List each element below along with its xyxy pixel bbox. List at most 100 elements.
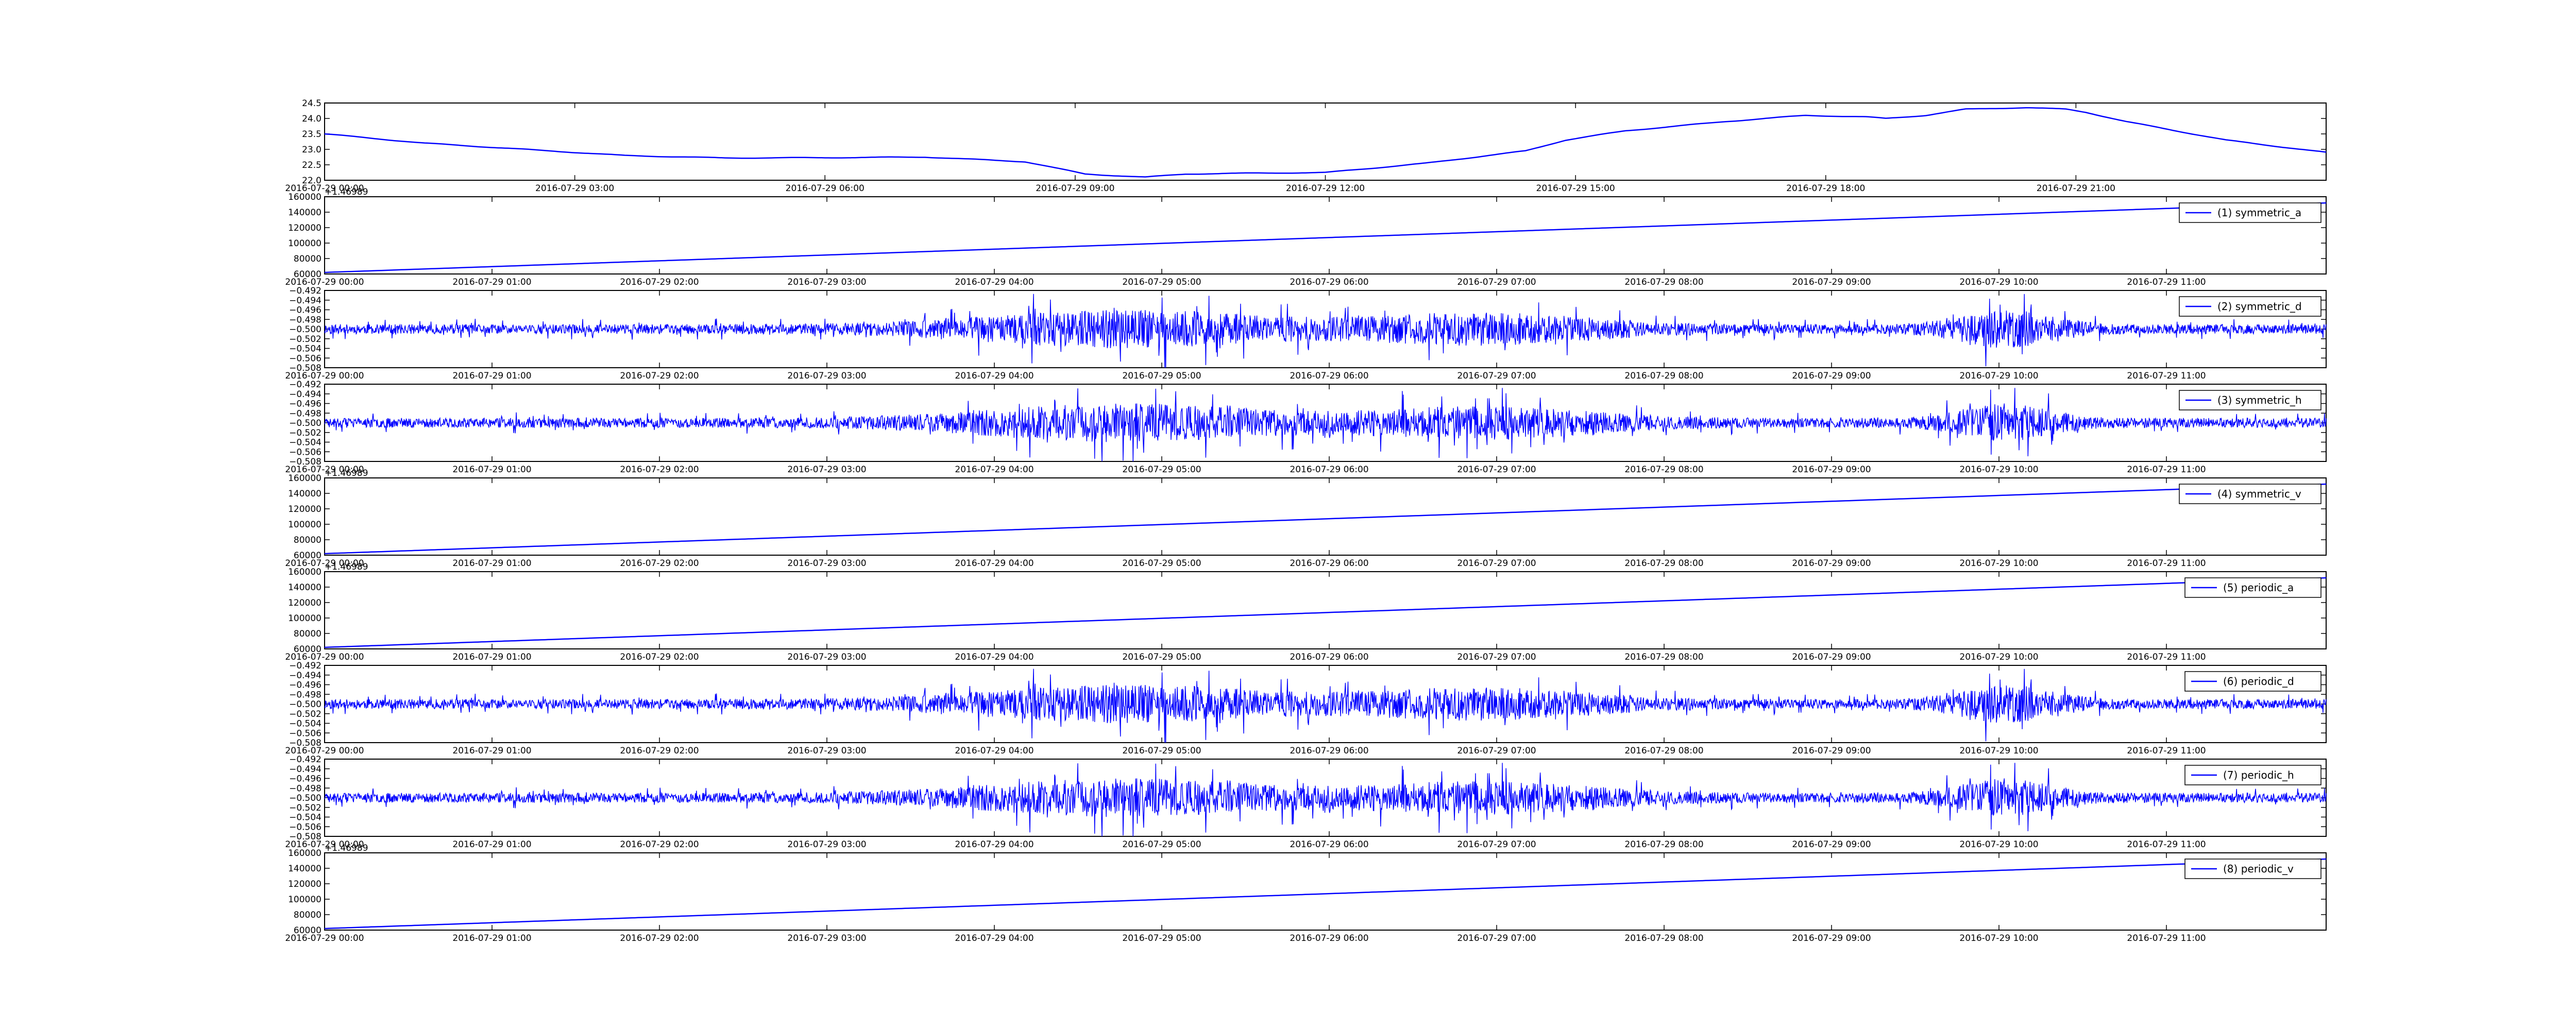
y-tick-label: 160000 [288, 848, 321, 859]
series-line [324, 668, 2327, 743]
y-tick-label: −0.508 [289, 832, 321, 842]
y-tick-label: 160000 [288, 567, 321, 577]
y-tick-label: −0.506 [289, 447, 321, 457]
y-tick-label: 24.0 [302, 114, 321, 124]
legend-label: (6) periodic_d [2223, 675, 2294, 688]
x-tick-label: 2016-07-29 09:00 [1792, 652, 1871, 662]
y-tick-label: −0.502 [289, 428, 321, 438]
x-tick-label: 2016-07-29 09:00 [1792, 371, 1871, 381]
axes-frame [324, 571, 2327, 649]
x-tick-label: 2016-07-29 08:00 [1624, 933, 1703, 943]
x-tick-label: 2016-07-29 02:00 [620, 558, 699, 569]
legend: (3) symmetric_h [2179, 390, 2321, 410]
x-tick-label: 2016-07-29 02:00 [620, 465, 699, 475]
x-tick-label: 2016-07-29 10:00 [1959, 371, 2038, 381]
x-tick-label: 2016-07-29 05:00 [1122, 465, 1201, 475]
x-tick-label: 2016-07-29 02:00 [620, 933, 699, 943]
x-tick-label: 2016-07-29 03:00 [787, 933, 866, 943]
y-tick-label: 100000 [288, 895, 321, 905]
x-tick-label: 2016-07-29 11:00 [2127, 558, 2206, 569]
x-tick-label: 2016-07-29 10:00 [1959, 652, 2038, 662]
x-tick-label: 2016-07-29 07:00 [1457, 839, 1536, 850]
axes-frame [324, 477, 2327, 556]
x-tick-label: 2016-07-29 02:00 [620, 839, 699, 850]
y-tick-label: −0.498 [289, 690, 321, 700]
x-tick-label: 2016-07-29 01:00 [452, 465, 531, 475]
legend: (2) symmetric_d [2179, 296, 2321, 317]
x-offset-text: +1.46989 [325, 187, 368, 197]
x-tick-label: 2016-07-29 06:00 [1290, 558, 1368, 569]
x-offset-text: +1.46989 [325, 843, 368, 853]
x-tick-label: 2016-07-29 07:00 [1457, 465, 1536, 475]
y-tick-label: −0.494 [289, 296, 321, 306]
y-tick-label: −0.500 [289, 324, 321, 335]
x-tick-label: 2016-07-29 06:00 [1290, 746, 1368, 756]
x-tick-label: 2016-07-29 18:00 [1786, 183, 1865, 194]
x-tick-label: 2016-07-29 04:00 [955, 465, 1033, 475]
x-tick-label: 2016-07-29 04:00 [955, 277, 1033, 287]
y-tick-label: 23.0 [302, 145, 321, 155]
y-tick-label: −0.498 [289, 315, 321, 325]
y-tick-label: −0.504 [289, 719, 321, 729]
x-tick-label: 2016-07-29 09:00 [1036, 183, 1114, 194]
y-tick-label: 22.5 [302, 160, 321, 170]
legend: (5) periodic_a [2184, 577, 2321, 598]
x-tick-label: 2016-07-29 03:00 [787, 558, 866, 569]
y-tick-label: 160000 [288, 192, 321, 202]
y-tick-label: 80000 [294, 629, 321, 639]
x-tick-label: 2016-07-29 07:00 [1457, 746, 1536, 756]
y-tick-label: 60000 [294, 644, 321, 655]
x-tick-label: 2016-07-29 01:00 [452, 933, 531, 943]
legend-label: (3) symmetric_h [2217, 394, 2302, 406]
y-tick-label: −0.500 [289, 418, 321, 428]
y-tick-label: −0.498 [289, 783, 321, 794]
y-tick-label: −0.500 [289, 793, 321, 803]
x-tick-label: 2016-07-29 10:00 [1959, 933, 2038, 943]
series-line [324, 202, 2327, 273]
y-tick-label: 100000 [288, 238, 321, 249]
x-tick-label: 2016-07-29 03:00 [787, 652, 866, 662]
y-tick-label: −0.492 [289, 380, 321, 390]
x-tick-label: 2016-07-29 05:00 [1122, 746, 1201, 756]
series-line [324, 577, 2327, 648]
legend-label: (1) symmetric_a [2217, 207, 2301, 219]
x-tick-label: 2016-07-29 03:00 [787, 371, 866, 381]
series-line [324, 858, 2327, 930]
x-tick-label: 2016-07-29 09:00 [1792, 558, 1871, 569]
legend-box [2184, 765, 2321, 785]
x-tick-label: 2016-07-29 11:00 [2127, 839, 2206, 850]
x-tick-label: 2016-07-29 07:00 [1457, 652, 1536, 662]
x-tick-label: 2016-07-29 04:00 [955, 933, 1033, 943]
subplot-7: −0.508−0.506−0.504−0.502−0.500−0.498−0.4… [285, 661, 2327, 756]
x-tick-label: 2016-07-29 10:00 [1959, 558, 2038, 569]
x-tick-label: 2016-07-29 06:00 [1290, 933, 1368, 943]
y-tick-label: −0.504 [289, 344, 321, 354]
y-tick-label: −0.506 [289, 728, 321, 739]
x-tick-label: 2016-07-29 10:00 [1959, 746, 2038, 756]
x-tick-label: 2016-07-29 01:00 [452, 277, 531, 287]
x-tick-label: 2016-07-29 08:00 [1624, 558, 1703, 569]
x-tick-label: 2016-07-29 00:00 [285, 652, 364, 662]
y-tick-label: 100000 [288, 520, 321, 530]
x-tick-label: 2016-07-29 06:00 [1290, 277, 1368, 287]
x-tick-label: 2016-07-29 06:00 [1290, 465, 1368, 475]
x-tick-label: 2016-07-29 08:00 [1624, 277, 1703, 287]
series-line [324, 294, 2327, 368]
y-tick-label: 23.5 [302, 129, 321, 140]
series-line [324, 107, 2327, 178]
x-tick-label: 2016-07-29 02:00 [620, 746, 699, 756]
x-tick-label: 2016-07-29 10:00 [1959, 465, 2038, 475]
y-tick-label: −0.500 [289, 699, 321, 710]
x-tick-label: 2016-07-29 00:00 [285, 558, 364, 569]
y-tick-label: −0.492 [289, 661, 321, 671]
x-tick-label: 2016-07-29 01:00 [452, 746, 531, 756]
subplot-stack: 22.0 22.5 23.0 23.5 24.0 24.5 2016-07-29 00:00… [285, 98, 2327, 943]
x-tick-label: 2016-07-29 03:00 [787, 746, 866, 756]
y-tick-label: −0.502 [289, 803, 321, 813]
legend: (8) periodic_v [2184, 859, 2321, 879]
x-tick-label: 2016-07-29 11:00 [2127, 746, 2206, 756]
x-tick-label: 2016-07-29 09:00 [1792, 933, 1871, 943]
x-tick-label: 2016-07-29 01:00 [452, 558, 531, 569]
series-line [324, 763, 2327, 837]
